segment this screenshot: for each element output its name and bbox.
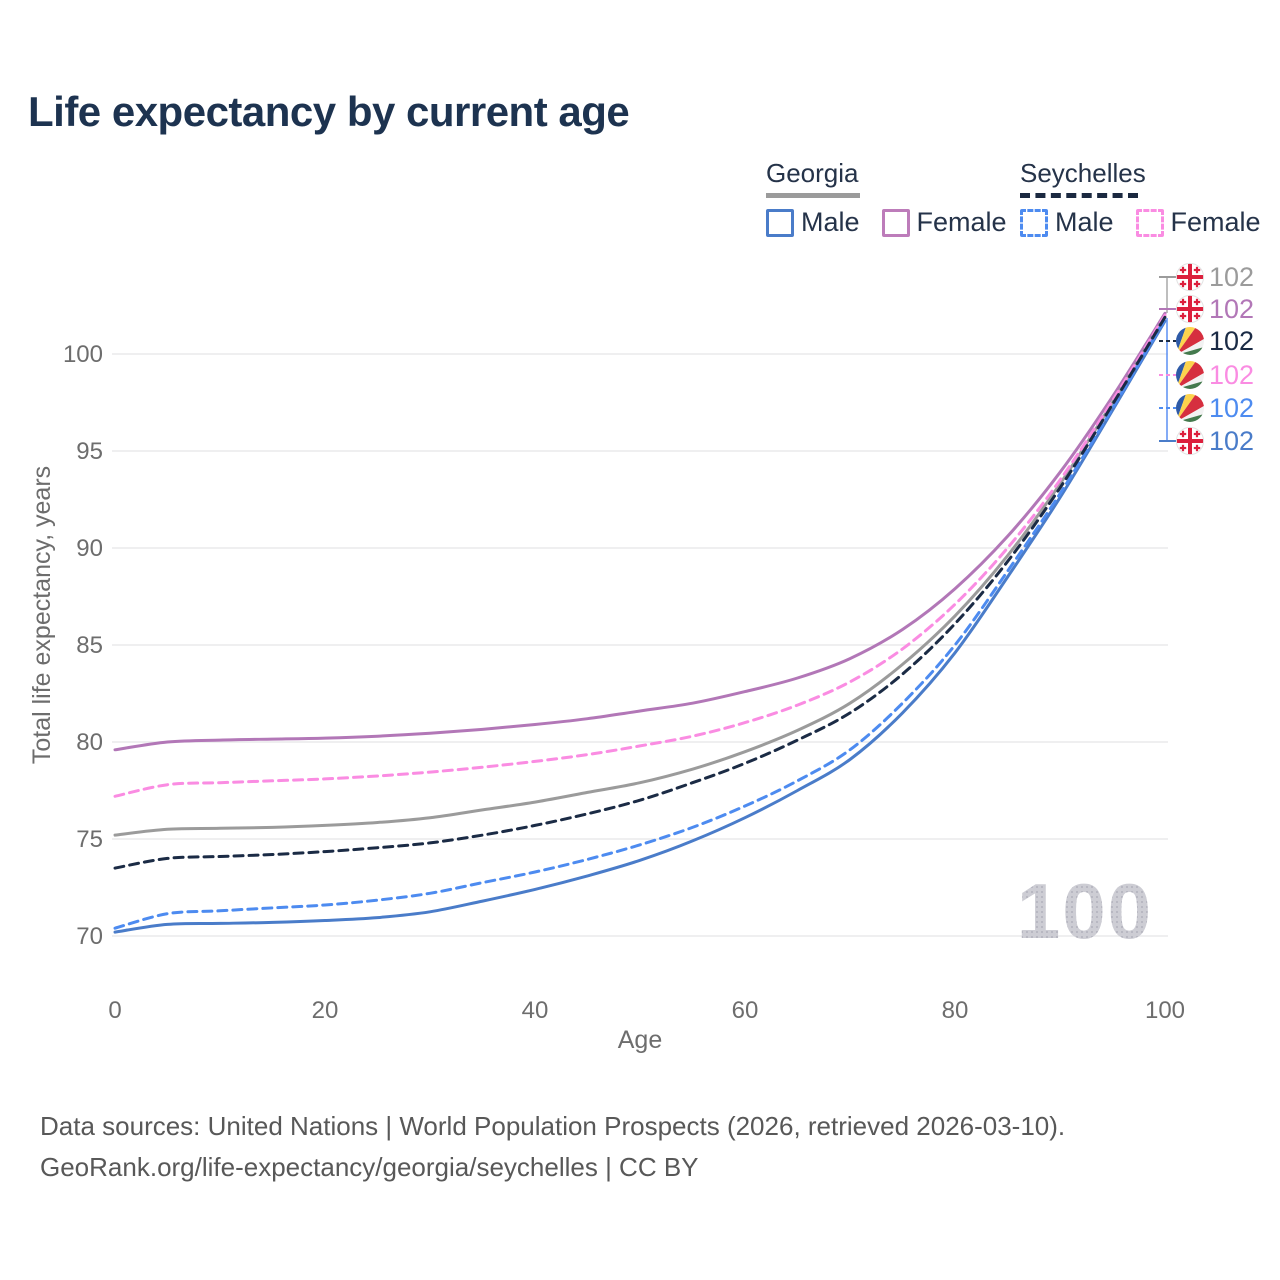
footer-attribution-url: GeoRank.org/life-expectancy/georgia/seyc…: [40, 1152, 699, 1182]
legend-item-label: Female: [1170, 207, 1261, 237]
end-value-label: 102: [1209, 262, 1254, 292]
y-axis-tick-label: 75: [76, 826, 103, 853]
x-axis-title: Age: [618, 1026, 662, 1054]
series-line-georgia-female: [113, 311, 1167, 752]
seychelles-dashed-line-key: [1020, 193, 1138, 198]
y-axis-title: Total life expectancy, years: [28, 466, 56, 764]
legend-item-seychelles-female[interactable]: Female: [1135, 207, 1261, 238]
legend-item-label: Male: [1055, 207, 1114, 237]
georgia-flag-icon: [1175, 262, 1205, 292]
georgia-male-swatch-icon[interactable]: [766, 208, 794, 237]
end-value-label: 102: [1209, 326, 1254, 356]
legend-items-seychelles: Male Female: [1020, 207, 1261, 238]
legend-group-georgia: Georgia Male Female: [766, 158, 1007, 238]
legend-item-georgia-female[interactable]: Female: [881, 207, 1007, 238]
end-value-label: 102: [1209, 360, 1254, 390]
seychelles-flag-icon: [1176, 327, 1204, 355]
x-axis-tick-label: 40: [522, 997, 549, 1024]
x-axis-tick-label: 0: [108, 997, 121, 1024]
y-axis-tick-label: 95: [76, 438, 103, 465]
seychelles-flag-icon: [1176, 361, 1204, 389]
georgia-flag-icon: [1175, 294, 1205, 324]
georgia-female-swatch-icon[interactable]: [881, 208, 910, 237]
legend-group-seychelles-label: Seychelles: [1020, 158, 1146, 188]
footer-data-sources: Data sources: United Nations | World Pop…: [40, 1111, 1066, 1141]
legend-item-seychelles-male[interactable]: Male: [1020, 207, 1114, 238]
legend-item-label: Female: [916, 207, 1007, 237]
legend-item-label: Male: [801, 207, 860, 237]
series-line-georgia-both-sexes: [113, 315, 1167, 837]
legend-group-georgia-label: Georgia: [766, 158, 859, 188]
series-line-seychelles-male: [113, 317, 1167, 930]
y-axis-tick-label: 70: [76, 923, 103, 950]
legend-items-georgia: Male Female: [766, 207, 1007, 238]
seychelles-flag-icon: [1176, 394, 1204, 422]
y-axis-tick-label: 85: [76, 632, 103, 659]
end-value-label: 102: [1209, 393, 1254, 423]
legend-group-seychelles: Seychelles Male Female: [1020, 158, 1261, 238]
x-axis-tick-label: 20: [312, 997, 339, 1024]
end-value-label: 102: [1209, 294, 1254, 324]
series-line-georgia-male: [113, 319, 1167, 934]
series-line-seychelles-female: [113, 313, 1167, 798]
seychelles-male-swatch-icon[interactable]: [1020, 208, 1048, 237]
page-title: Life expectancy by current age: [28, 88, 630, 135]
x-axis-tick-label: 80: [942, 997, 969, 1024]
y-axis-tick-label: 80: [76, 729, 103, 756]
seychelles-female-swatch-icon[interactable]: [1135, 208, 1164, 237]
georgia-solid-line-key: [766, 193, 860, 198]
legend-item-georgia-male[interactable]: Male: [766, 207, 860, 238]
watermark-100: 100: [1017, 867, 1153, 955]
georgia-flag-icon: [1175, 426, 1205, 456]
end-value-label: 102: [1209, 426, 1254, 456]
x-axis-tick-label: 100: [1145, 997, 1185, 1024]
series-line-seychelles-both-sexes: [113, 315, 1167, 870]
y-axis-tick-label: 90: [76, 535, 103, 562]
x-axis-tick-label: 60: [732, 997, 759, 1024]
chart-footer: Data sources: United Nations | World Pop…: [40, 1106, 1065, 1188]
y-axis-tick-label: 100: [63, 341, 103, 368]
